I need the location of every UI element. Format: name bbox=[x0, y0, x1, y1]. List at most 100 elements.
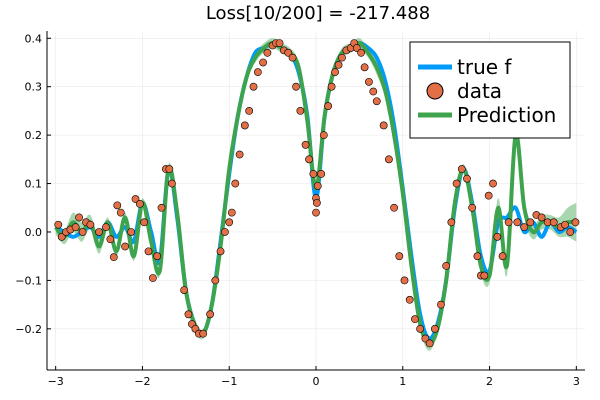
prediction-line bbox=[54, 41, 577, 346]
data-point-80 bbox=[390, 203, 398, 212]
data-point-16 bbox=[127, 228, 136, 236]
legend-data-label: data bbox=[457, 79, 502, 103]
data-point-38 bbox=[227, 208, 236, 217]
data-point-74 bbox=[360, 63, 369, 72]
data-point-33 bbox=[206, 310, 215, 319]
data-point-79 bbox=[384, 155, 393, 164]
data-point-37 bbox=[225, 218, 234, 227]
axes-layer bbox=[46, 31, 585, 371]
data-point-54 bbox=[296, 107, 305, 115]
data-point-28 bbox=[184, 310, 193, 319]
data-point-76 bbox=[369, 87, 378, 96]
data-point-96 bbox=[473, 252, 482, 261]
legend-data-swatch bbox=[426, 82, 444, 100]
data-point-98 bbox=[480, 271, 489, 280]
data-point-21 bbox=[148, 274, 157, 282]
data-point-73 bbox=[357, 48, 366, 57]
chart-title: Loss[10/200] = -217.488 bbox=[206, 3, 430, 24]
data-point-5 bbox=[75, 213, 84, 222]
data-point-44 bbox=[253, 68, 262, 77]
data-point-63 bbox=[319, 131, 328, 140]
x-tick-label-2: −1 bbox=[221, 375, 237, 388]
y-tick-label-1: −0.1 bbox=[15, 274, 42, 287]
data-point-56 bbox=[305, 155, 313, 164]
data-point-19 bbox=[140, 218, 149, 227]
data-point-39 bbox=[231, 179, 240, 188]
data-point-9 bbox=[95, 228, 103, 236]
data-point-12 bbox=[109, 253, 118, 262]
data-point-52 bbox=[288, 53, 297, 62]
data-point-51 bbox=[284, 48, 293, 57]
data-point-6 bbox=[78, 228, 87, 236]
data-point-91 bbox=[447, 218, 456, 227]
data-point-8 bbox=[86, 220, 95, 229]
x-tick-label-6: 3 bbox=[573, 375, 580, 388]
data-point-26 bbox=[168, 179, 176, 188]
data-point-61 bbox=[313, 182, 322, 190]
data-point-88 bbox=[430, 324, 439, 333]
data-point-20 bbox=[144, 247, 153, 256]
xtick-labels: −3 −2 −1 0 1 2 3 bbox=[48, 375, 580, 388]
data-point-82 bbox=[400, 276, 409, 285]
data-point-60 bbox=[312, 208, 320, 217]
y-tick-label-2: 0.0 bbox=[25, 226, 43, 239]
data-point-53 bbox=[292, 82, 300, 91]
legend-true-f-label: true f bbox=[457, 55, 512, 79]
data-point-75 bbox=[365, 77, 373, 86]
data-point-104 bbox=[513, 218, 522, 227]
data-point-81 bbox=[395, 252, 404, 261]
data-point-106 bbox=[526, 218, 535, 227]
data-point-62 bbox=[317, 169, 326, 178]
y-tick-label-3: 0.1 bbox=[25, 178, 43, 191]
data-point-23 bbox=[157, 203, 166, 212]
data-point-114 bbox=[571, 218, 580, 227]
data-point-59 bbox=[312, 199, 321, 207]
data-point-99 bbox=[484, 191, 493, 200]
data-point-77 bbox=[372, 97, 381, 106]
scatter-layer bbox=[54, 39, 580, 348]
data-point-103 bbox=[504, 218, 513, 227]
x-tick-label-1: −2 bbox=[134, 375, 150, 388]
data-point-43 bbox=[249, 82, 258, 91]
data-point-14 bbox=[116, 208, 125, 217]
data-point-49 bbox=[275, 39, 284, 48]
data-point-11 bbox=[106, 235, 115, 244]
data-point-40 bbox=[235, 150, 244, 159]
data-point-32 bbox=[199, 329, 208, 338]
data-point-92 bbox=[452, 179, 461, 188]
data-point-57 bbox=[309, 169, 318, 178]
data-point-108 bbox=[537, 213, 546, 222]
data-point-27 bbox=[180, 286, 189, 294]
data-point-0 bbox=[54, 220, 63, 229]
y-tick-label-0: −0.2 bbox=[15, 323, 42, 336]
x-tick-label-4: 1 bbox=[399, 375, 406, 388]
data-point-4 bbox=[71, 223, 80, 232]
data-point-42 bbox=[245, 107, 254, 115]
data-point-83 bbox=[405, 295, 414, 304]
data-point-67 bbox=[334, 61, 343, 69]
data-point-112 bbox=[561, 220, 569, 229]
data-point-55 bbox=[301, 140, 310, 149]
data-point-110 bbox=[549, 218, 558, 227]
y-tick-label-4: 0.2 bbox=[25, 129, 43, 142]
x-tick-label-0: −3 bbox=[48, 375, 64, 388]
data-point-65 bbox=[327, 82, 336, 91]
data-point-36 bbox=[220, 228, 229, 236]
data-point-64 bbox=[324, 102, 333, 110]
data-point-66 bbox=[331, 68, 339, 77]
data-point-101 bbox=[493, 232, 502, 241]
data-point-13 bbox=[113, 201, 122, 210]
data-point-84 bbox=[411, 315, 419, 324]
data-point-35 bbox=[216, 247, 225, 256]
data-point-18 bbox=[135, 199, 144, 208]
prediction-layer bbox=[54, 41, 577, 346]
data-point-45 bbox=[259, 58, 267, 67]
data-point-72 bbox=[352, 44, 361, 52]
data-point-89 bbox=[437, 300, 445, 309]
data-point-90 bbox=[442, 261, 451, 270]
data-point-100 bbox=[489, 179, 497, 188]
data-point-41 bbox=[240, 121, 249, 130]
x-tick-label-5: 2 bbox=[486, 375, 493, 388]
data-point-102 bbox=[498, 252, 507, 261]
